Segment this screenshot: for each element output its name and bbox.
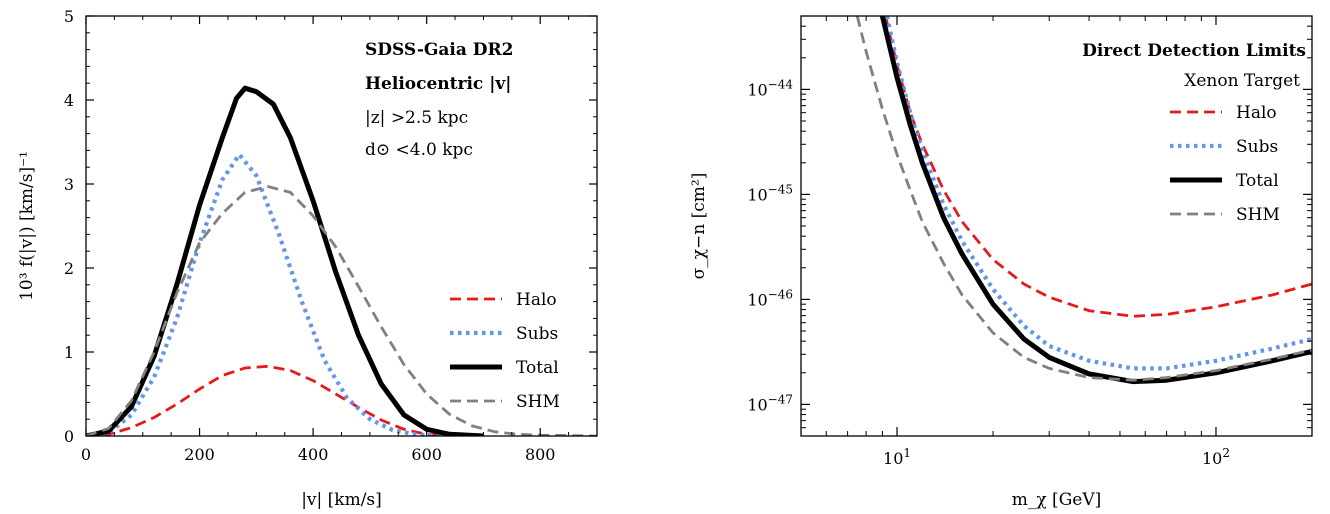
y-axis-label: σ_χ−n [cm²] (689, 173, 709, 280)
x-tick-label: 600 (411, 445, 442, 464)
direct-detection-panel: 101 102 10−44 10−45 10−46 10−47 m_χ [GeV] σ_χ−n… (689, 15, 1313, 510)
series-halo-line (86, 364, 484, 436)
x-axis-label: |v| [km/s] (301, 490, 382, 510)
x-tick-label: 800 (525, 445, 556, 464)
y-tick-label: 1 (64, 343, 74, 362)
x-tick-label: 200 (184, 445, 215, 464)
annotation-3: d⊙ <4.0 kpc (365, 140, 473, 160)
x-axis-label: m_χ [GeV] (1012, 490, 1102, 510)
x-tick-label: 102 (1202, 446, 1230, 468)
left-legend-label-total: Total (516, 358, 559, 378)
series-shm-line (855, 16, 1312, 382)
right-legend-label-shm: SHM (1236, 205, 1280, 225)
x-tick-label: 101 (883, 446, 911, 468)
y-tick-label: 4 (64, 91, 74, 110)
annotation-0: Direct Detection Limits (1082, 41, 1306, 61)
right-legend-label-total: Total (1236, 171, 1279, 191)
left-legend-label-shm: SHM (516, 392, 560, 412)
y-tick-label: 3 (64, 175, 74, 194)
right-legend-label-halo: Halo (1236, 103, 1277, 123)
y-tick-label: 10−45 (747, 182, 793, 204)
y-tick-label: 10−47 (747, 392, 793, 414)
annotation-0: SDSS-Gaia DR2 (365, 40, 514, 60)
left-legend-label-subs: Subs (516, 324, 558, 344)
annotation-1: Xenon Target (1184, 71, 1300, 91)
series-halo-line (884, 16, 1312, 318)
annotation-1: Heliocentric |v| (365, 74, 511, 94)
series-total-line (879, 16, 1312, 385)
series-subs-line (86, 152, 461, 436)
y-axis-label: 10³ f(|v|) [km/s]⁻¹ (17, 151, 37, 301)
velocity-distribution-panel: 0 200 400 600 800 0 1 2 3 4 5 |v| [km/s] 10³ f(|v|) … (17, 7, 598, 510)
x-tick-label: 0 (81, 445, 91, 464)
x-tick-label: 400 (298, 445, 329, 464)
left-legend-label-halo: Halo (516, 290, 557, 310)
y-tick-label: 0 (64, 427, 74, 446)
y-tick-label: 5 (64, 7, 74, 26)
y-tick-label: 10−46 (747, 287, 793, 309)
y-tick-label: 10−44 (747, 77, 793, 99)
y-tick-label: 2 (64, 259, 74, 278)
series-subs-line (884, 16, 1312, 371)
annotation-2: |z| >2.5 kpc (365, 108, 468, 128)
right-legend-label-subs: Subs (1236, 137, 1278, 157)
series-shm-line (86, 185, 597, 436)
